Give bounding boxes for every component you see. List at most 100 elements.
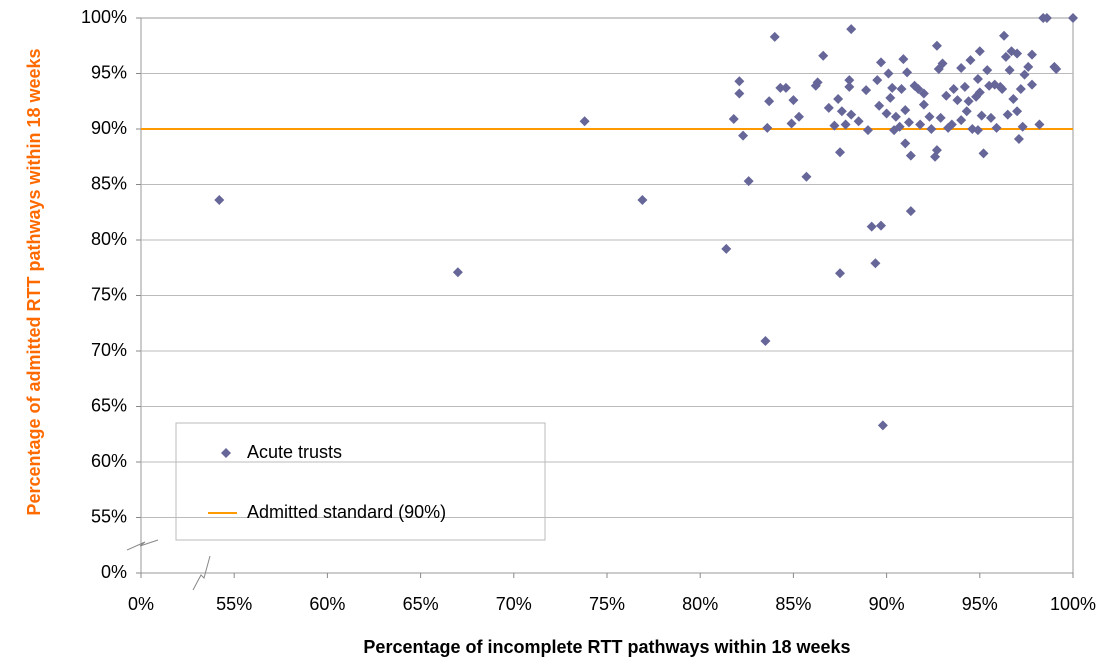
point — [769, 31, 780, 42]
point — [1034, 119, 1045, 130]
point — [579, 116, 590, 127]
point — [874, 100, 885, 111]
point — [1023, 61, 1034, 72]
y-axis-label: Percentage of admitted RTT pathways with… — [24, 48, 44, 516]
point — [1015, 84, 1026, 95]
point — [972, 125, 983, 136]
point — [972, 74, 983, 85]
point — [870, 258, 881, 269]
y-tick-label: 75% — [91, 284, 127, 304]
point — [793, 111, 804, 122]
point — [1008, 94, 1019, 105]
point — [743, 176, 754, 187]
point — [721, 243, 732, 254]
point — [833, 94, 844, 105]
point — [734, 88, 745, 99]
x-tick-label: 100% — [1050, 594, 1096, 614]
point — [1017, 121, 1028, 132]
point — [862, 125, 873, 136]
point — [775, 82, 786, 93]
point — [948, 84, 959, 95]
point — [835, 147, 845, 158]
point — [1019, 69, 1030, 80]
y-tick-label: 70% — [91, 340, 127, 360]
y-tick-label: 65% — [91, 395, 127, 415]
point — [762, 122, 773, 133]
legend-label: Admitted standard (90%) — [247, 502, 446, 522]
point — [956, 62, 967, 73]
point — [1041, 13, 1052, 23]
y-tick-label: 95% — [91, 62, 127, 82]
legend-label: Acute trusts — [247, 442, 342, 462]
x-tick-label: 90% — [869, 594, 905, 614]
point — [801, 171, 812, 182]
point — [846, 24, 857, 35]
point — [1012, 48, 1023, 59]
point — [853, 116, 864, 127]
point — [915, 119, 926, 130]
point — [905, 206, 916, 217]
point — [1026, 79, 1037, 90]
y-tick-label: 90% — [91, 118, 127, 138]
point — [738, 130, 749, 141]
x-tick-label: 95% — [962, 594, 998, 614]
point — [976, 110, 987, 121]
point — [913, 84, 924, 95]
y-tick-label: 60% — [91, 451, 127, 471]
y-tick-label: 100% — [81, 7, 127, 27]
point — [918, 99, 929, 110]
point — [985, 112, 996, 123]
point — [872, 75, 883, 86]
point — [760, 336, 771, 347]
point — [959, 81, 970, 92]
point — [877, 420, 888, 431]
point — [214, 195, 225, 206]
x-tick-label: 70% — [496, 594, 532, 614]
x-tick-label: 80% — [682, 594, 718, 614]
x-axis-break — [192, 555, 211, 591]
x-tick-label: 85% — [775, 594, 811, 614]
y-tick-label: 85% — [91, 173, 127, 193]
y-tick-label: 55% — [91, 506, 127, 526]
y-tick-label: 0% — [101, 562, 127, 582]
point — [963, 96, 974, 107]
point — [890, 111, 901, 122]
x-tick-label: 60% — [309, 594, 345, 614]
point — [926, 124, 937, 134]
x-tick-label: 0% — [128, 594, 154, 614]
point — [974, 46, 985, 57]
point — [866, 221, 877, 232]
point — [823, 102, 834, 113]
point — [1012, 106, 1023, 117]
point — [918, 88, 929, 99]
point — [883, 68, 894, 79]
point — [788, 95, 799, 106]
point — [974, 87, 985, 98]
point — [956, 115, 967, 126]
x-axis-label: Percentage of incomplete RTT pathways wi… — [363, 637, 850, 657]
legend — [175, 422, 546, 541]
point — [961, 106, 972, 117]
point — [982, 65, 993, 76]
point — [894, 121, 905, 132]
point — [876, 57, 887, 68]
y-tick-label: 80% — [91, 229, 127, 249]
point — [1051, 64, 1062, 75]
point — [900, 138, 911, 149]
point — [844, 81, 855, 92]
point — [780, 82, 791, 93]
point — [997, 84, 1008, 95]
point — [1004, 65, 1015, 76]
point — [728, 114, 739, 125]
point — [902, 67, 913, 78]
point — [844, 75, 855, 86]
legend-marker — [221, 448, 231, 458]
point — [840, 119, 851, 130]
point — [898, 54, 909, 65]
point — [881, 108, 892, 119]
point — [931, 40, 942, 51]
point — [941, 90, 952, 101]
point — [835, 268, 845, 279]
